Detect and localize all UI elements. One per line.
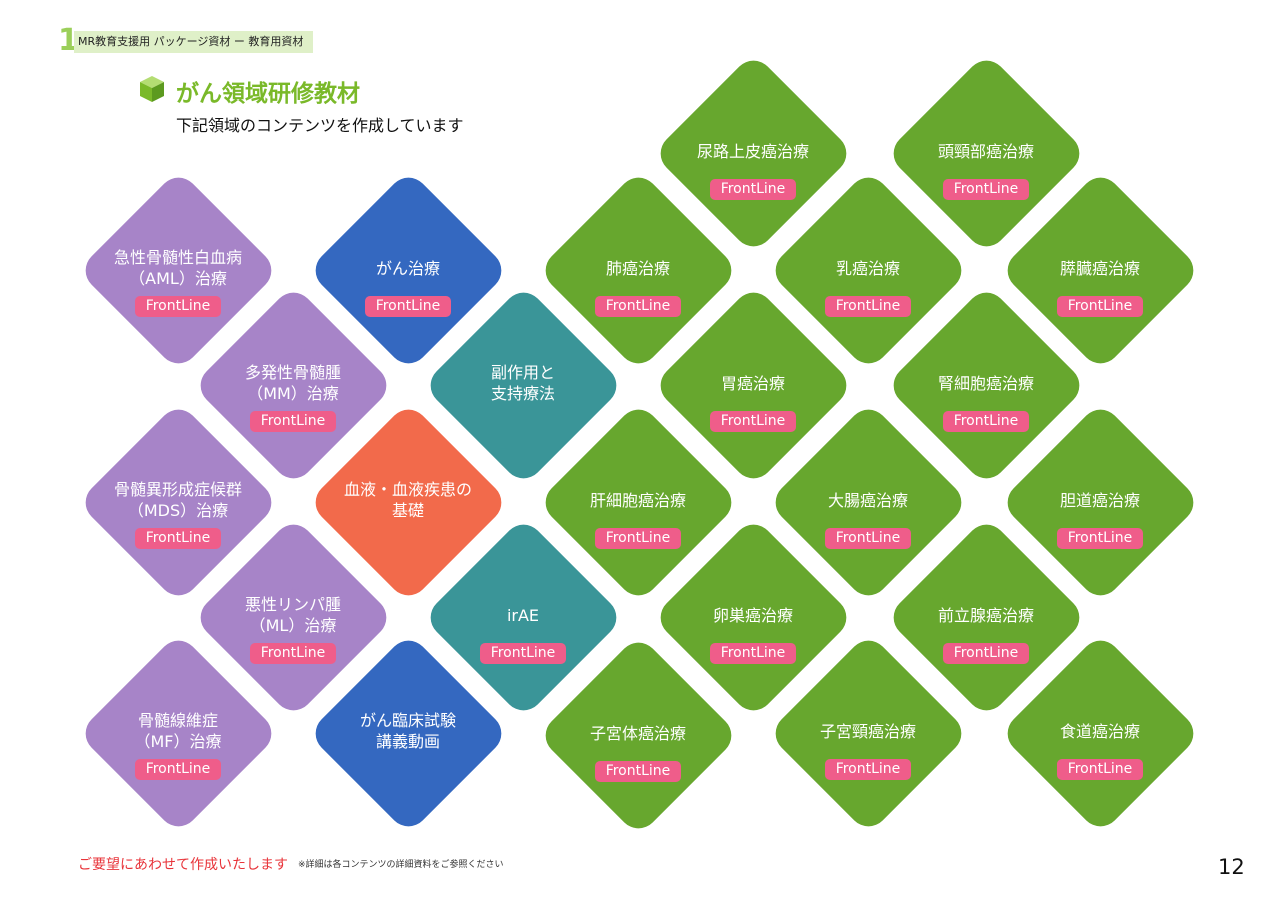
frontline-badge: FrontLine	[480, 643, 566, 664]
tile-label: 急性骨髄性白血病	[113, 248, 242, 267]
request-note: ご要望にあわせて作成いたします	[78, 857, 288, 873]
tile-label: 食道癌治療	[1059, 721, 1140, 741]
frontline-badge: FrontLine	[710, 179, 796, 200]
frontline-badge: FrontLine	[250, 643, 336, 664]
tile-label: （MM）治療	[247, 384, 339, 403]
tile-label: 大腸癌治療	[827, 490, 908, 510]
frontline-badge: FrontLine	[825, 296, 911, 317]
tile-label: がん臨床試験	[359, 711, 456, 730]
tile-label: 基礎	[391, 501, 424, 520]
tile-label: 膵臓癌治療	[1059, 258, 1140, 278]
frontline-badge: FrontLine	[595, 761, 681, 782]
tile-label: がん治療	[375, 258, 440, 278]
tile-label: 悪性リンパ腫	[244, 595, 341, 614]
section-number: 1	[58, 23, 79, 58]
frontline-badge: FrontLine	[135, 759, 221, 780]
tile-label: 血液・血液疾患の	[343, 480, 472, 499]
tile-label: 卵巣癌治療	[712, 605, 793, 625]
page-number: 12	[1218, 855, 1245, 879]
frontline-badge: FrontLine	[135, 296, 221, 317]
frontline-badge: FrontLine	[1057, 759, 1143, 780]
frontline-badge: FrontLine	[1057, 296, 1143, 317]
tile-label: （MDS）治療	[127, 501, 229, 520]
frontline-badge: FrontLine	[825, 528, 911, 549]
tile-label: 支持療法	[490, 384, 555, 403]
header-label: MR教育支援用 パッケージ資材 ー 教育用資材	[74, 31, 314, 53]
tile-label: 頭頸部癌治療	[937, 141, 1034, 161]
tile-label: 肝細胞癌治療	[589, 490, 686, 510]
tile-label: 肺癌治療	[605, 258, 670, 278]
tile-label: 胆道癌治療	[1059, 490, 1140, 510]
frontline-badge: FrontLine	[943, 179, 1029, 200]
frontline-badge: FrontLine	[1057, 528, 1143, 549]
frontline-badge: FrontLine	[710, 411, 796, 432]
tile-label: 胃癌治療	[720, 373, 785, 393]
title: がん領域研修教材	[176, 81, 360, 107]
tile-label: 前立腺癌治療	[937, 605, 1034, 625]
cube-icon	[140, 76, 164, 102]
tile-label: 多発性骨髄腫	[244, 363, 341, 382]
frontline-badge: FrontLine	[365, 296, 451, 317]
tile-label: 乳癌治療	[835, 258, 900, 278]
tile-label: 講義動画	[375, 732, 440, 751]
tile-label: （MF）治療	[134, 732, 222, 751]
frontline-badge: FrontLine	[710, 643, 796, 664]
tile-label: 子宮体癌治療	[589, 723, 686, 743]
tile-label: irAE	[506, 605, 540, 625]
detail-note: ※詳細は各コンテンツの詳細資料をご参照ください	[298, 860, 504, 870]
tile-label: 子宮頸癌治療	[819, 721, 916, 741]
tile-label: 腎細胞癌治療	[937, 373, 1034, 393]
frontline-badge: FrontLine	[943, 411, 1029, 432]
tile-label: 尿路上皮癌治療	[696, 141, 809, 161]
tile-label: 骨髄線維症	[137, 711, 218, 730]
tile-label: 骨髄異形成症候群	[113, 480, 242, 499]
subtitle: 下記領域のコンテンツを作成しています	[176, 116, 464, 135]
tile-label: （ML）治療	[249, 616, 337, 635]
tile-label: （AML）治療	[129, 269, 227, 288]
frontline-badge: FrontLine	[825, 759, 911, 780]
frontline-badge: FrontLine	[250, 411, 336, 432]
frontline-badge: FrontLine	[943, 643, 1029, 664]
frontline-badge: FrontLine	[595, 296, 681, 317]
frontline-badge: FrontLine	[595, 528, 681, 549]
frontline-badge: FrontLine	[135, 528, 221, 549]
tile-label: 副作用と	[490, 363, 555, 382]
